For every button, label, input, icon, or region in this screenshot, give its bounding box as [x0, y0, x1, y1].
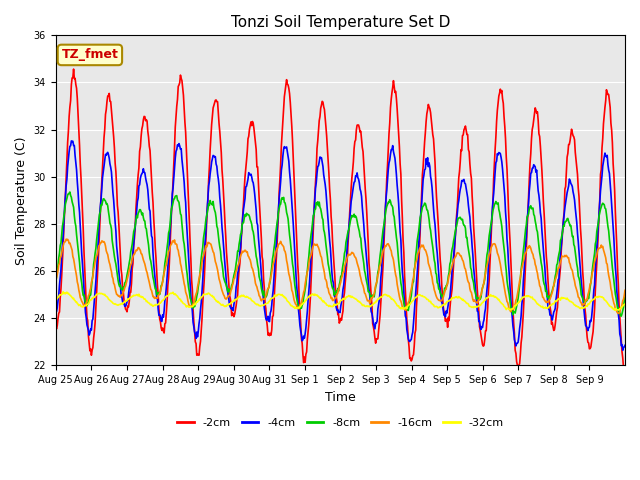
-8cm [400, 300, 408, 306]
Text: TZ_fmet: TZ_fmet [61, 48, 118, 61]
-32cm [224, 301, 232, 307]
-4cm [400, 290, 408, 296]
-2cm [621, 366, 629, 372]
Legend: -2cm, -4cm, -8cm, -16cm, -32cm: -2cm, -4cm, -8cm, -16cm, -32cm [173, 413, 508, 432]
-2cm [70, 66, 77, 72]
X-axis label: Time: Time [325, 391, 356, 404]
-8cm [252, 253, 260, 259]
-8cm [618, 313, 625, 319]
Line: -32cm: -32cm [56, 292, 625, 310]
-32cm [621, 301, 629, 307]
-4cm [68, 138, 76, 144]
-2cm [224, 271, 232, 276]
-8cm [224, 289, 232, 295]
-8cm [120, 284, 127, 290]
-16cm [52, 278, 60, 284]
-32cm [52, 298, 60, 303]
-16cm [614, 311, 622, 316]
-2cm [252, 146, 260, 152]
Line: -16cm: -16cm [56, 239, 625, 313]
Line: -8cm: -8cm [56, 192, 625, 316]
-32cm [611, 307, 618, 313]
Title: Tonzi Soil Temperature Set D: Tonzi Soil Temperature Set D [230, 15, 450, 30]
Line: -2cm: -2cm [56, 69, 625, 369]
-32cm [120, 300, 127, 306]
-16cm [274, 245, 282, 251]
-4cm [120, 301, 127, 307]
-2cm [120, 289, 127, 295]
-16cm [224, 294, 232, 300]
-2cm [432, 179, 440, 185]
-4cm [619, 348, 627, 353]
Y-axis label: Soil Temperature (C): Soil Temperature (C) [15, 136, 28, 264]
-4cm [621, 342, 629, 348]
-32cm [60, 289, 67, 295]
-16cm [252, 282, 260, 288]
Line: -4cm: -4cm [56, 141, 625, 350]
-32cm [400, 306, 408, 312]
-32cm [252, 301, 260, 307]
-2cm [274, 226, 282, 232]
-2cm [52, 323, 60, 329]
-8cm [274, 216, 282, 222]
-16cm [432, 292, 440, 298]
-16cm [120, 289, 127, 295]
-16cm [62, 236, 70, 242]
-8cm [432, 270, 440, 276]
-4cm [274, 219, 282, 225]
-32cm [432, 304, 440, 310]
-16cm [400, 305, 408, 311]
-8cm [66, 189, 74, 195]
-4cm [224, 291, 232, 297]
-2cm [400, 250, 408, 255]
-32cm [274, 292, 282, 298]
-8cm [52, 280, 60, 286]
-16cm [621, 288, 629, 293]
-4cm [252, 207, 260, 213]
-4cm [432, 233, 440, 239]
-8cm [621, 295, 629, 300]
-4cm [52, 308, 60, 314]
